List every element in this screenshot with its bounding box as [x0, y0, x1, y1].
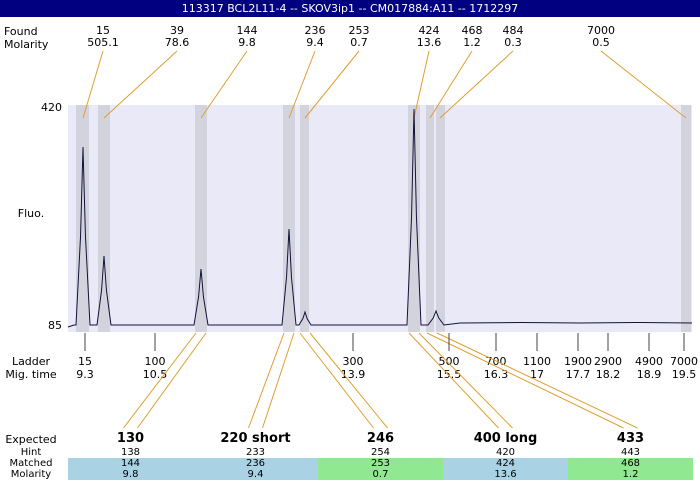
ladder-tick-label: 500 15.5 — [436, 355, 462, 381]
hint-row: 138 233 254 420 443 — [68, 447, 693, 458]
y-axis-max-label: 420 — [41, 101, 62, 114]
y-axis-min-label: 85 — [48, 319, 62, 332]
ladder-tick-label: 7000 19.5 — [670, 355, 698, 381]
expected-row-label: Expected — [5, 433, 57, 446]
connector-line — [248, 332, 285, 429]
found-peak-label: 253 0.7 — [348, 24, 370, 49]
title-bar: 113317 BCL2L11-4 -- SKOV3ip1 -- CM017884… — [0, 0, 700, 17]
matched-cell: 424 — [443, 458, 568, 469]
molarity-cell: 0.7 — [318, 469, 443, 480]
matched-row-label: Matched — [9, 458, 53, 469]
hint-cell: 254 — [370, 447, 391, 458]
peak-region-band — [436, 105, 445, 332]
hint-cell: 138 — [120, 447, 141, 458]
peak-region-band — [283, 105, 295, 332]
expected-cell: 246 — [366, 431, 395, 446]
ladder-tick-label: 4900 18.9 — [635, 355, 663, 381]
found-peak-label: 468 1.2 — [461, 24, 483, 49]
molarity-cell: 9.8 — [68, 469, 193, 480]
found-row-label: Found — [4, 25, 38, 38]
found-peak-label: 15 505.1 — [87, 24, 119, 49]
hint-row-label: Hint — [20, 447, 42, 458]
connector-line — [262, 332, 295, 429]
matched-row: 144 236 253 424 468 — [68, 458, 693, 469]
ladder-tick-label: 1900 17.7 — [564, 355, 592, 381]
ladder-tick-label: 15 9.3 — [76, 355, 94, 381]
hint-cell: 233 — [245, 447, 266, 458]
ladder-row-label: Ladder — [11, 355, 51, 368]
found-peak-label: 424 13.6 — [416, 24, 442, 49]
ladder-tick-label: 2900 18.2 — [594, 355, 622, 381]
ladder-tick-label: 300 13.9 — [340, 355, 366, 381]
found-peak-label: 236 9.4 — [304, 24, 326, 49]
matched-cell: 236 — [193, 458, 318, 469]
migtime-row-label: Mig. time — [5, 368, 57, 381]
peak-region-band — [195, 105, 207, 332]
ladder-tick-label: 700 16.3 — [483, 355, 509, 381]
matched-cell: 468 — [568, 458, 693, 469]
peak-region-band — [300, 105, 309, 332]
molarity-bottom-row-label: Molarity — [10, 469, 52, 480]
expected-cell: 433 — [616, 431, 645, 446]
molarity-row-label: Molarity — [4, 38, 49, 51]
peak-region-band — [408, 105, 420, 332]
plot-area[interactable] — [68, 105, 692, 332]
expected-cell: 130 — [116, 431, 145, 446]
molarity-cell: 13.6 — [443, 469, 568, 480]
found-peak-label: 7000 0.5 — [587, 24, 615, 49]
expected-cell: 400 long — [473, 431, 538, 446]
matched-cell: 144 — [68, 458, 193, 469]
expected-row: 130 220 short 246 400 long 433 — [68, 430, 693, 447]
molarity-cell: 9.4 — [193, 469, 318, 480]
ladder-tick-label: 100 10.5 — [142, 355, 168, 381]
y-axis-title: Fluo. — [17, 207, 45, 220]
found-peak-label: 39 78.6 — [164, 24, 190, 49]
peak-region-band — [426, 105, 434, 332]
molarity-cell: 1.2 — [568, 469, 693, 480]
hint-cell: 420 — [495, 447, 516, 458]
found-peak-label: 484 0.3 — [502, 24, 524, 49]
hint-cell: 443 — [620, 447, 641, 458]
ladder-tick-label: 1100 17 — [523, 355, 551, 381]
matched-cell: 253 — [318, 458, 443, 469]
peak-region-band — [681, 105, 691, 332]
peak-region-band — [98, 105, 110, 332]
peak-region-band — [76, 105, 89, 332]
molarity-row: 9.8 9.4 0.7 13.6 1.2 — [68, 469, 693, 480]
found-peak-label: 144 9.8 — [236, 24, 258, 49]
expected-cell: 220 short — [220, 431, 291, 446]
